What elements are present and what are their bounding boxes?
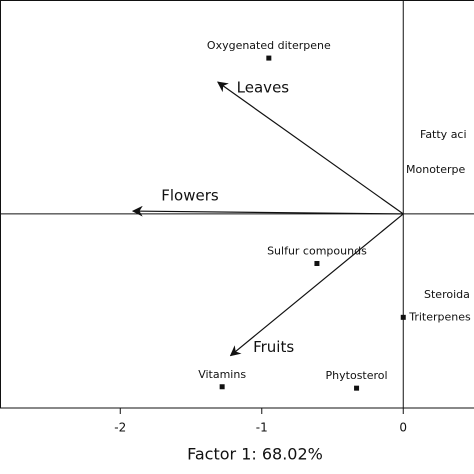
point-label: Triterpenes — [408, 310, 471, 323]
vector-label: Leaves — [237, 79, 290, 97]
x-tick-label: 0 — [399, 421, 407, 435]
cropped-label: Monoterpe — [406, 163, 466, 176]
point — [266, 55, 272, 61]
vector-label: Flowers — [161, 187, 219, 205]
x-tick-label: -2 — [114, 421, 126, 435]
point — [314, 261, 320, 266]
cropped-label: Steroida — [424, 288, 470, 301]
point — [219, 384, 225, 390]
point-label: Oxygenated diterpene — [207, 39, 331, 52]
vector-label: Fruits — [253, 338, 294, 356]
x-axis-title: Factor 1: 68.02% — [187, 445, 323, 464]
x-tick-label: -1 — [256, 421, 268, 435]
loading-vector — [131, 205, 404, 217]
point — [354, 385, 360, 391]
point-label: Vitamins — [198, 368, 246, 381]
plot-frame — [0, 0, 474, 409]
point-label: Sulfur compounds — [267, 245, 367, 258]
point-label: Phytosterol — [326, 369, 388, 382]
point — [400, 314, 406, 320]
loading-vector — [217, 81, 404, 215]
cropped-label: Fatty aci — [420, 128, 467, 141]
loading-vector — [229, 213, 404, 357]
